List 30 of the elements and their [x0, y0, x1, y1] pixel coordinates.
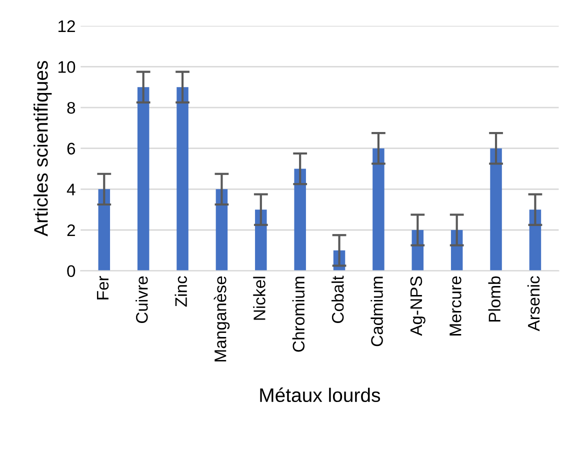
y-tick-label: 4: [66, 184, 76, 196]
y-tick-label: 2: [67, 224, 75, 236]
bar: [216, 189, 228, 271]
x-tick-label: Zinc: [174, 276, 187, 307]
bar: [529, 210, 542, 271]
bar: [176, 87, 188, 271]
x-tick-label: Cobalt: [332, 276, 344, 324]
bar: [294, 168, 306, 271]
bar: [372, 148, 384, 271]
y-tick-label: 0: [67, 265, 76, 278]
bar: [255, 210, 267, 271]
x-axis-title: Métaux lourds: [260, 388, 380, 402]
bar: [98, 189, 110, 271]
y-tick-label: 6: [67, 142, 76, 155]
x-tick-label: Cadmium: [370, 276, 383, 346]
x-tick-label: Arsenic: [527, 276, 540, 332]
x-tick-label: Plomb: [488, 276, 500, 322]
bar: [137, 87, 150, 271]
x-tick-label: Manganèse: [214, 276, 230, 362]
x-tick-label: Fer: [96, 276, 109, 300]
x-tick-label: Mercure: [450, 276, 462, 336]
x-tick-label: Ag-NPS: [410, 276, 426, 336]
y-tick-label: 8: [67, 102, 76, 114]
x-tick-label: Nickel: [253, 276, 266, 320]
x-tick-label: Chromium: [292, 276, 305, 352]
bar: [490, 148, 502, 271]
x-tick-label: Cuivre: [136, 276, 148, 323]
y-tick-label: 12: [58, 20, 75, 32]
y-tick-label: 10: [58, 61, 76, 73]
y-axis-title: Articles scientifiques: [34, 60, 52, 236]
